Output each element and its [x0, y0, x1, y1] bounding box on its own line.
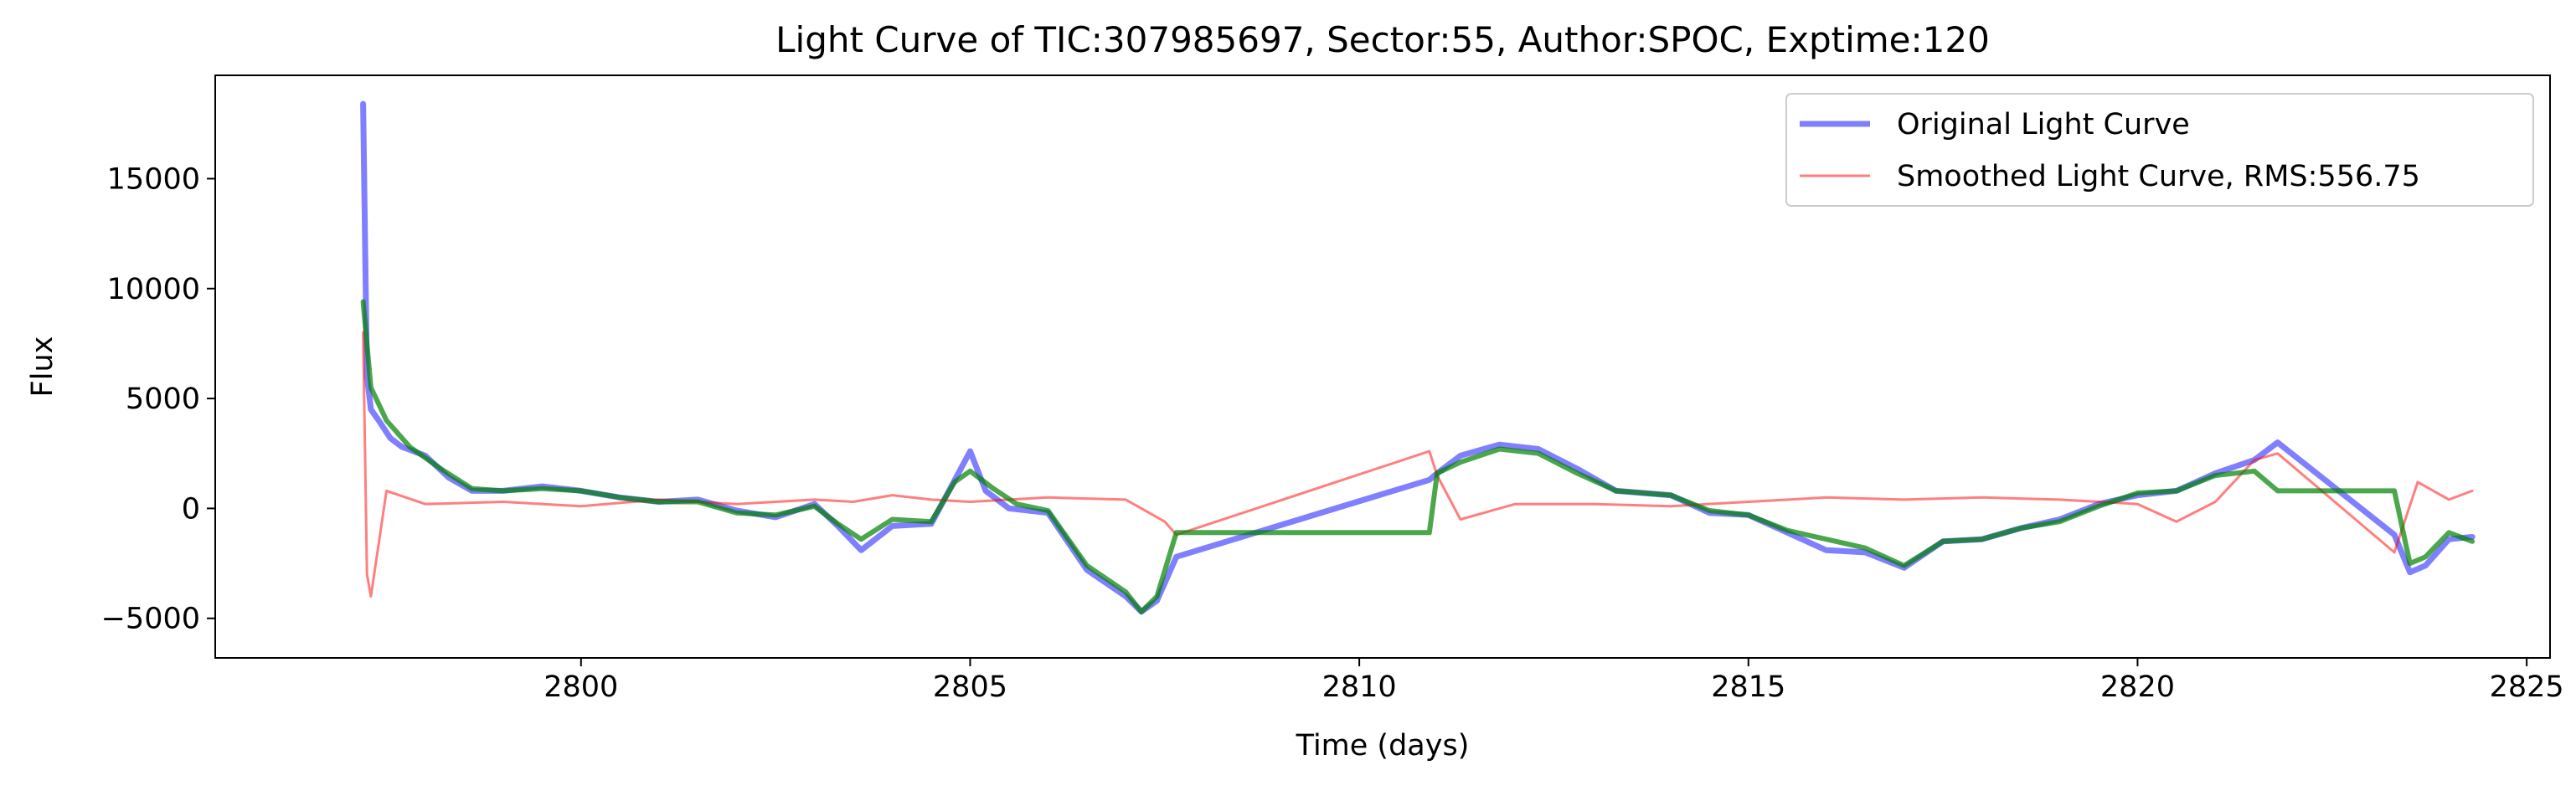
legend-label-smoothed: Smoothed Light Curve, RMS:556.75: [1897, 160, 2420, 193]
legend: Original Light Curve Smoothed Light Curv…: [1785, 93, 2534, 207]
legend-box: [1785, 93, 2534, 207]
x-axis-ticks: 2800 2805 2810 2815 2820 2825: [544, 658, 2564, 704]
series-group: [360, 100, 2476, 615]
y-axis-ticks: −5000 0 5000 10000 15000: [101, 162, 215, 636]
plot-area: [214, 74, 2551, 659]
y-tick-label: 5000: [126, 383, 200, 416]
y-axis-label: Flux: [26, 336, 59, 398]
x-tick-label: 2825: [2490, 670, 2564, 704]
series-line-trend: [360, 299, 2476, 614]
y-tick-label: 0: [182, 492, 200, 526]
x-tick-label: 2815: [1711, 670, 1785, 704]
x-tick-label: 2810: [1322, 670, 1397, 704]
y-tick-label: 15000: [107, 162, 200, 196]
series-line-smoothed: [362, 331, 2474, 598]
plot-frame: [214, 74, 2551, 659]
x-axis-label: Time (days): [1296, 729, 1470, 763]
x-tick-label: 2820: [2100, 670, 2175, 704]
x-tick-label: 2800: [544, 670, 618, 704]
x-tick-label: 2805: [933, 670, 1007, 704]
legend-label-original: Original Light Curve: [1897, 108, 2190, 141]
y-tick-label: −5000: [101, 603, 200, 636]
chart-title: Light Curve of TIC:307985697, Sector:55,…: [775, 19, 1990, 60]
y-tick-label: 10000: [107, 273, 200, 306]
